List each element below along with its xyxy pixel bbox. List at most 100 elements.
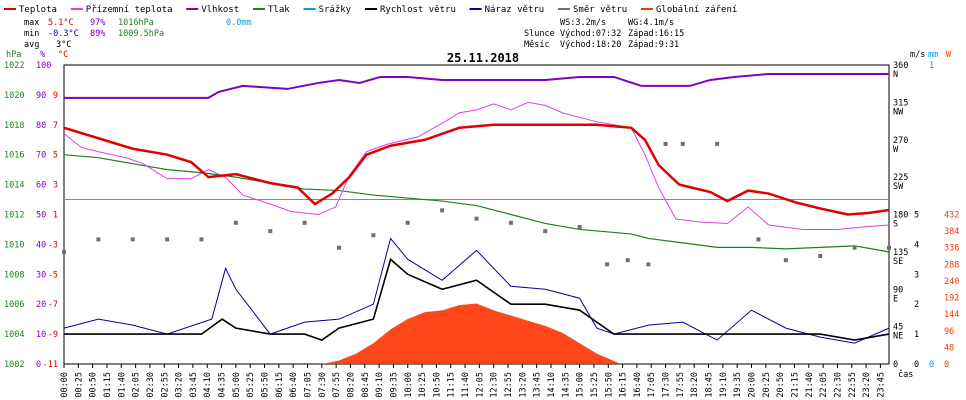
x-tick-label: 21:15 xyxy=(790,372,800,398)
y-tick-dir: NW xyxy=(893,107,904,117)
stats-min-press: 1009.5hPa xyxy=(118,29,164,39)
y-tick-mm: 0 xyxy=(929,360,934,370)
wind-dir-point xyxy=(783,258,788,263)
x-tick-label: 13:20 xyxy=(518,372,528,398)
wind-dir-point xyxy=(233,220,238,225)
stats-block: max 5.1°C 97% 1016hPa 0.0mm min -0.3°C 8… xyxy=(24,18,252,50)
y-tick-degc: 7 xyxy=(53,121,58,131)
y-tick-deg: 45 xyxy=(893,323,903,333)
sun-label: Slunce xyxy=(524,29,555,39)
y-tick-degc: -5 xyxy=(48,270,58,280)
x-tick-label: 17:55 xyxy=(676,372,686,398)
y-tick-ms: 3 xyxy=(914,270,919,280)
legend-label: Náraz větru xyxy=(485,5,545,15)
x-tick-label: 00:50 xyxy=(89,372,99,398)
x-tick-label: 15:25 xyxy=(590,372,600,398)
y-tick-degc: -3 xyxy=(48,240,58,250)
y-tick-w: 0 xyxy=(944,360,949,370)
y-tick-deg: 225 xyxy=(893,173,908,183)
y-tick-w: 96 xyxy=(944,327,954,337)
x-tick-label: 05:50 xyxy=(261,372,271,398)
y-tick-w: 384 xyxy=(944,227,959,237)
wind-dir-point xyxy=(440,208,445,213)
x-tick-label: 05:00 xyxy=(232,372,242,398)
x-tick-label: 16:40 xyxy=(633,372,643,398)
x-tick-label: 07:30 xyxy=(318,372,328,398)
series-tlak xyxy=(63,154,890,253)
series-p-zemn-teplota xyxy=(63,101,890,230)
x-tick-label: 15:00 xyxy=(576,372,586,398)
legend-label: Tlak xyxy=(268,5,290,15)
x-tick-label: 12:30 xyxy=(490,372,500,398)
y-tick-dir: N xyxy=(893,70,898,80)
y-tick-ms: 0 xyxy=(914,360,919,370)
y-tick-dir: E xyxy=(893,294,898,304)
wind-dir-point xyxy=(680,141,685,146)
unit-pct: % xyxy=(40,50,45,60)
y-tick-degc: -7 xyxy=(48,300,58,310)
moonset-info: Západ:9:31 xyxy=(628,40,679,50)
y-tick-hpa: 1002 xyxy=(4,360,24,370)
y-tick-pct: 30 xyxy=(36,270,46,280)
x-tick-label: 05:25 xyxy=(246,372,256,398)
y-tick-hpa: 1008 xyxy=(4,270,24,280)
stats-max-hum: 97% xyxy=(90,18,105,28)
x-tick-label: 09:35 xyxy=(389,372,399,398)
stats-max-label: max xyxy=(24,18,39,28)
sunrise-info: Východ:07:32 xyxy=(560,29,621,39)
series-teplota xyxy=(63,123,890,216)
y-tick-hpa: 1010 xyxy=(4,240,24,250)
stats-max-rain: 0.0mm xyxy=(226,18,252,28)
y-tick-dir: SW xyxy=(893,182,904,192)
x-tick-label: 07:55 xyxy=(332,372,342,398)
wind-gust-info: WG:4.1m/s xyxy=(628,18,674,28)
y-tick-w: 144 xyxy=(944,310,959,320)
wind-dir-point xyxy=(165,237,170,242)
y-tick-pct: 40 xyxy=(36,240,46,250)
y-tick-hpa: 1016 xyxy=(4,151,24,161)
x-tick-label: 14:35 xyxy=(561,372,571,398)
axes: 00:00 00:25 00:50 01:15 01:40 02:05 02:30 02:55… xyxy=(4,61,959,398)
y-tick-dir: S xyxy=(893,220,898,230)
wind-dir-point xyxy=(543,229,548,234)
y-tick-dir: NE xyxy=(893,332,903,342)
legend-label: Přízemní teplota xyxy=(86,5,173,15)
wind-dir-point xyxy=(337,245,341,250)
chart-title: 25.11.2018 xyxy=(447,51,519,65)
x-tick-label: 23:45 xyxy=(876,372,886,398)
sunset-info: Západ:16:15 xyxy=(628,29,684,39)
x-tick-label: 00:25 xyxy=(74,372,84,398)
wind-dir-point xyxy=(130,237,135,242)
x-tick-label: 10:50 xyxy=(432,372,442,398)
x-tick-label: 12:05 xyxy=(475,372,485,398)
y-tick-deg: 90 xyxy=(893,285,903,295)
wind-dir-point xyxy=(646,262,651,267)
y-tick-w: 288 xyxy=(944,260,959,270)
wind-dir-point xyxy=(96,237,101,242)
y-tick-pct: 70 xyxy=(36,151,46,161)
unit-w: W xyxy=(946,50,952,60)
y-tick-deg: 315 xyxy=(893,98,908,108)
y-tick-hpa: 1014 xyxy=(4,181,24,191)
series-n-raz-v-tru xyxy=(63,237,890,344)
unit-time: čas xyxy=(898,369,913,380)
stats-avg-label: avg xyxy=(24,40,39,50)
legend-label: Srážky xyxy=(319,5,352,15)
y-tick-deg: 180 xyxy=(893,211,908,221)
x-tick-label: 09:10 xyxy=(375,372,385,398)
y-tick-ms: 1 xyxy=(914,330,919,340)
y-tick-pct: 100 xyxy=(36,61,51,71)
x-tick-label: 08:20 xyxy=(346,372,356,398)
y-tick-w: 192 xyxy=(944,294,959,304)
wind-dir-point xyxy=(474,216,479,221)
wind-dir-point xyxy=(199,237,204,242)
wind-dir-point xyxy=(852,245,857,250)
y-tick-hpa: 1012 xyxy=(4,211,24,221)
y-tick-pct: 0 xyxy=(36,360,41,370)
x-tick-label: 11:15 xyxy=(447,372,457,398)
y-tick-w: 48 xyxy=(944,343,954,353)
y-tick-hpa: 1004 xyxy=(4,330,24,340)
y-tick-degc: -9 xyxy=(48,330,58,340)
x-tick-label: 19:10 xyxy=(719,372,729,398)
